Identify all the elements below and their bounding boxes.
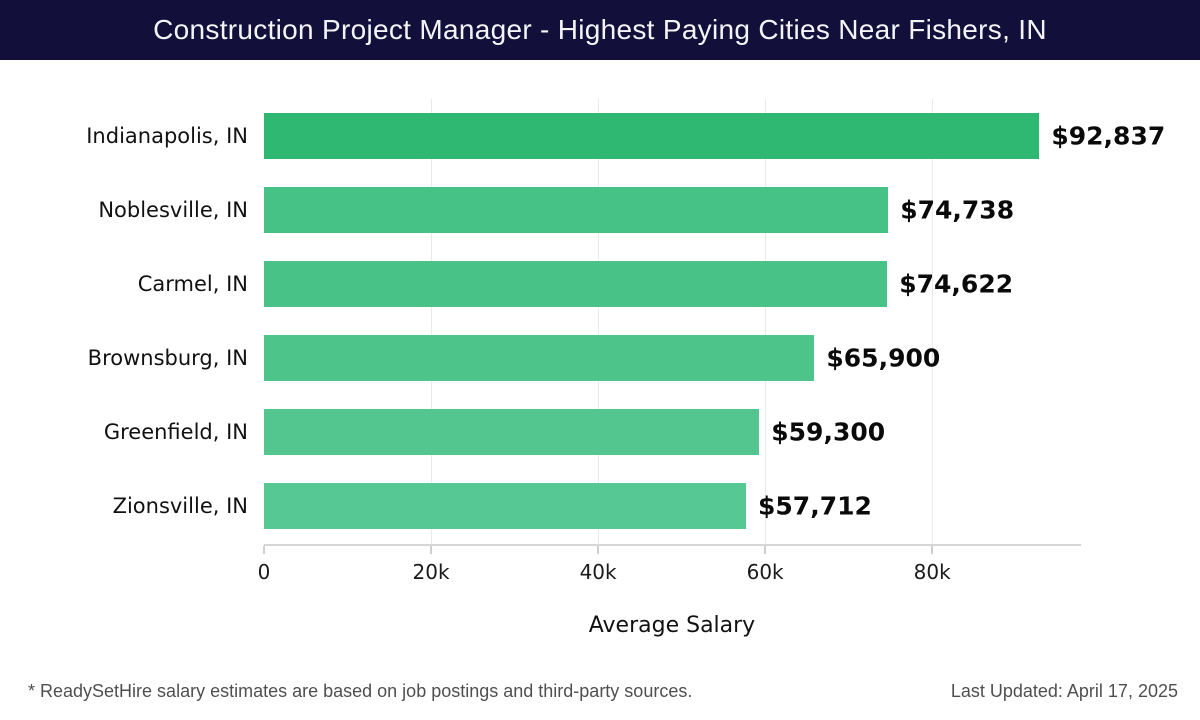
bar [264,335,815,381]
x-tick-label: 40k [579,560,617,584]
gridline [430,99,432,544]
category-label: Carmel, IN [137,272,248,296]
category-label: Noblesville, IN [98,198,248,222]
axis-tick [597,546,600,554]
footer-disclaimer: * ReadySetHire salary estimates are base… [28,681,693,701]
axis-tick [764,546,767,554]
chart-title: Construction Project Manager - Highest P… [153,14,1047,45]
value-label: $57,712 [758,491,872,521]
header-bar: Construction Project Manager - Highest P… [0,0,1200,60]
gridline [931,99,933,544]
value-label: $74,622 [899,269,1014,299]
bar [264,409,760,455]
plot-area [264,99,1080,544]
x-axis-line [264,544,1081,546]
gridline [597,99,599,544]
x-axis-label: Average Salary [588,613,756,638]
value-label: $92,837 [1051,121,1166,151]
bar [264,483,747,529]
axis-tick [263,546,265,554]
category-label: Zionsville, IN [112,494,248,518]
axis-tick [430,546,433,554]
value-label: $65,900 [826,343,941,373]
x-tick-label: 80k [913,560,951,584]
axis-tick [931,546,934,554]
bar [264,261,888,307]
x-tick-label: 0 [257,560,271,584]
gridline [764,99,766,544]
x-tick-label: 20k [412,560,450,584]
value-label: $59,300 [771,417,886,447]
bar [264,113,1040,159]
category-label: Indianapolis, IN [86,124,248,148]
category-label: Greenfield, IN [103,420,248,444]
x-tick-label: 60k [746,560,784,584]
footer-last-updated: Last Updated: April 17, 2025 [950,681,1178,701]
category-label: Brownsburg, IN [87,346,248,370]
value-label: $74,738 [900,195,1015,225]
bar [264,187,889,233]
